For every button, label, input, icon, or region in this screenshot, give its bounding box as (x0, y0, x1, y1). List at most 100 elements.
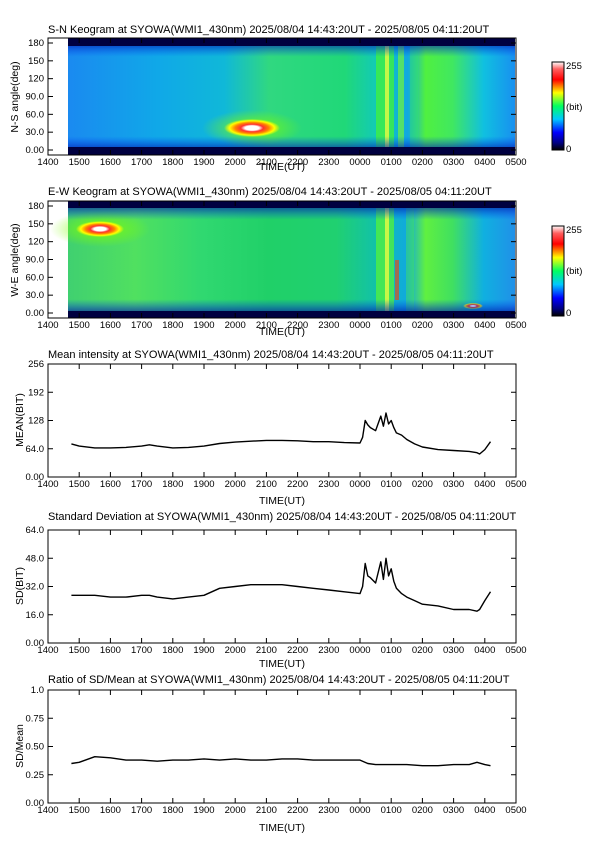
ratio-ylabel: SD/Mean (14, 724, 26, 768)
x-tick-label: 0400 (474, 320, 495, 331)
ratio-title: Ratio of SD/Mean at SYOWA(WMI1_430nm) 20… (48, 674, 510, 686)
x-tick-label: 0200 (412, 479, 433, 490)
y-tick-label: 90.0 (26, 92, 45, 103)
y-tick-label: 128 (28, 416, 44, 427)
x-tick-label: 1700 (131, 479, 152, 490)
x-tick-label: 2100 (256, 320, 277, 331)
x-tick-label: 2100 (256, 157, 277, 168)
x-tick-label: 1900 (193, 479, 214, 490)
x-tick-label: 1800 (162, 805, 183, 816)
ew-keogram-axes: 1400 1500 1600 1700 1800 1900 2000 2100 2200 2300… (26, 201, 527, 331)
x-tick-label: 1600 (100, 157, 121, 168)
y-tick-label: 60.0 (26, 109, 45, 120)
mean-axes: 1400 1500 1600 1700 1800 1900 2000 2100 2200 2300… (26, 359, 527, 490)
x-tick-label: 1700 (131, 157, 152, 168)
y-tick-label: 64.0 (26, 525, 45, 536)
x-tick-label: 0100 (381, 157, 402, 168)
x-tick-label: 2300 (318, 805, 339, 816)
x-tick-label: 1500 (69, 320, 90, 331)
x-tick-label: 1500 (69, 645, 90, 656)
x-tick-label: 1600 (100, 320, 121, 331)
x-tick-label: 0300 (443, 157, 464, 168)
sn-keogram-image (68, 38, 515, 155)
x-tick-label: 2000 (225, 805, 246, 816)
x-tick-label: 2000 (225, 479, 246, 490)
ew-keogram-xlabel: TIME(UT) (259, 326, 305, 338)
series-line (71, 412, 492, 455)
sd-series (71, 557, 492, 612)
x-tick-label: 2300 (318, 320, 339, 331)
sn-colorbar-min: 0 (566, 144, 571, 155)
mean-title: Mean intensity at SYOWA(WMI1_430nm) 2025… (48, 349, 494, 361)
ratio-frame (47, 689, 517, 804)
sn-colorbar: 255 (bit) 0 (551, 61, 582, 155)
x-tick-label: 0100 (381, 479, 402, 490)
y-tick-label: 0.25 (26, 770, 45, 781)
y-tick-label: 0.00 (26, 308, 45, 319)
ew-keogram-ylabel: W-E angle(deg) (9, 223, 21, 296)
x-tick-label: 2300 (318, 479, 339, 490)
ratio-panel: Ratio of SD/Mean at SYOWA(WMI1_430nm) 20… (14, 674, 527, 834)
ew-colorbar-min: 0 (566, 308, 571, 319)
y-tick-label: 256 (28, 359, 44, 370)
mean-ylabel: MEAN(BIT) (14, 393, 26, 447)
y-tick-label: 0.75 (26, 713, 45, 724)
x-tick-label: 1500 (69, 157, 90, 168)
x-tick-label: 1400 (37, 479, 58, 490)
y-tick-label: 30.0 (26, 290, 45, 301)
y-tick-label: 48.0 (26, 553, 45, 564)
x-tick-label: 1700 (131, 320, 152, 331)
x-tick-label: 0100 (381, 645, 402, 656)
y-tick-label: 180 (28, 38, 44, 49)
x-tick-label: 0000 (349, 320, 370, 331)
mean-series (71, 412, 492, 455)
x-tick-label: 0000 (349, 157, 370, 168)
y-tick-label: 30.0 (26, 127, 45, 138)
x-tick-label: 0000 (349, 479, 370, 490)
ew-keogram-panel: E-W Keogram at SYOWA(WMI1_430nm) 2025/08… (9, 186, 582, 338)
x-tick-label: 1600 (100, 645, 121, 656)
x-tick-label: 0200 (412, 157, 433, 168)
y-tick-label: 0.00 (26, 472, 45, 483)
ew-colorbar-max: 255 (566, 225, 582, 236)
x-tick-label: 2000 (225, 645, 246, 656)
x-tick-label: 1500 (69, 479, 90, 490)
ew-colorbar-unit: (bit) (566, 266, 582, 277)
x-tick-label: 0100 (381, 805, 402, 816)
x-tick-label: 0200 (412, 805, 433, 816)
x-tick-label: 2200 (287, 645, 308, 656)
ratio-xlabel: TIME(UT) (259, 822, 305, 834)
y-tick-label: 180 (28, 201, 44, 212)
ew-keogram-image (50, 201, 515, 318)
x-tick-label: 1400 (37, 645, 58, 656)
sd-axes: 1400 1500 1600 1700 1800 1900 2000 2100 2200 2300… (26, 525, 527, 656)
x-tick-label: 1400 (37, 320, 58, 331)
x-tick-label: 0400 (474, 645, 495, 656)
ratio-series (71, 756, 491, 767)
x-tick-label: 0400 (474, 479, 495, 490)
x-tick-label: 0500 (505, 645, 526, 656)
x-tick-label: 0100 (381, 320, 402, 331)
x-tick-label: 0000 (349, 645, 370, 656)
sn-keogram-panel: S-N Keogram at SYOWA(WMI1_430nm) 2025/08… (9, 24, 582, 173)
y-tick-label: 60.0 (26, 272, 45, 283)
x-tick-label: 2100 (256, 645, 277, 656)
y-tick-label: 150 (28, 219, 44, 230)
x-tick-label: 1600 (100, 479, 121, 490)
x-tick-label: 0300 (443, 645, 464, 656)
x-tick-label: 1400 (37, 805, 58, 816)
x-tick-label: 2200 (287, 320, 308, 331)
x-tick-label: 0200 (412, 645, 433, 656)
x-tick-label: 1800 (162, 157, 183, 168)
x-tick-label: 2000 (225, 320, 246, 331)
series-line (71, 557, 492, 612)
sd-frame (47, 529, 517, 644)
y-tick-label: 150 (28, 56, 44, 67)
x-tick-label: 2000 (225, 157, 246, 168)
y-tick-label: 32.0 (26, 582, 45, 593)
x-tick-label: 2300 (318, 157, 339, 168)
sd-panel: Standard Deviation at SYOWA(WMI1_430nm) … (14, 511, 527, 670)
sn-keogram-ylabel: N-S angle(deg) (9, 61, 21, 132)
sd-xlabel: TIME(UT) (259, 658, 305, 670)
